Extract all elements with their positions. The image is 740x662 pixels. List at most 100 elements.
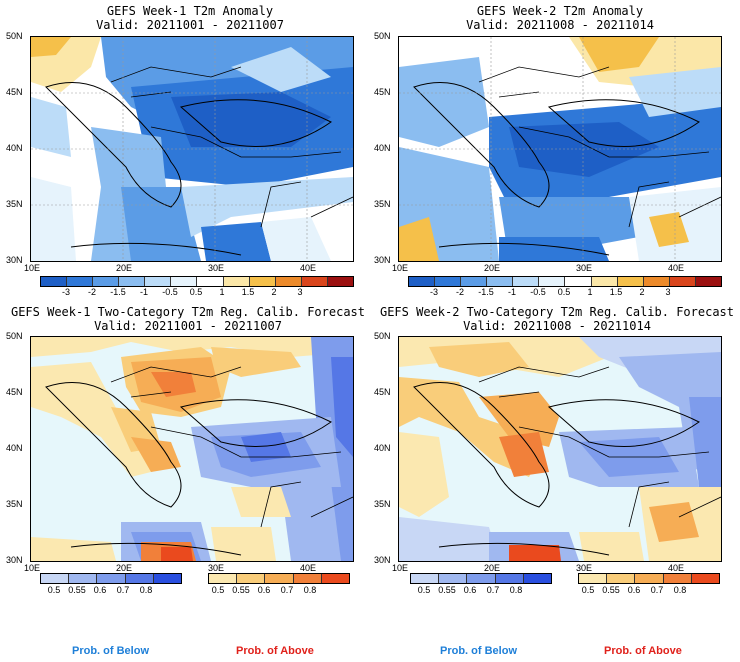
colorbar-tick-label: -2 [455,287,464,297]
panel3-prob-above-label: Prob. of Above [236,645,314,657]
panel2-lat-30: 30N [374,255,391,265]
colorbar-tick-label: 0.5 [189,287,203,297]
panel2-lon-10: 10E [392,263,409,273]
colorbar-swatch [539,277,566,286]
colorbar-tick-label: 3 [665,287,671,297]
panel1-lon-30: 30E [208,263,225,273]
colorbar-swatch [93,277,120,286]
panel3-lon-20: 20E [116,563,133,573]
colorbar-swatch [249,277,276,286]
colorbar-tick-label: 0.6 [627,585,641,595]
panel1-lat-30: 30N [6,255,23,265]
colorbar-swatch [237,574,266,583]
panel2-boundaries [399,37,721,261]
panel3-lat-30: 30N [6,555,23,565]
colorbar-swatch [119,277,146,286]
colorbar-tick-label: -1 [507,287,516,297]
panel3-below-colorbar [40,573,182,584]
colorbar-swatch [663,574,692,583]
panel1-valid: Valid: 20211001 - 20211007 [96,18,284,32]
colorbar-swatch [487,277,514,286]
colorbar-tick-label: 0.5 [47,585,61,595]
panel2-lon-40: 40E [668,263,685,273]
panel1-lat-35: 35N [6,199,23,209]
panel4-valid: Valid: 20211008 - 20211014 [463,319,651,333]
colorbar-swatch [125,574,154,583]
colorbar-tick-label: 0.5 [581,585,595,595]
panel4-prob-above-label: Prob. of Above [604,645,682,657]
colorbar-tick-label: 0.55 [602,585,620,595]
colorbar-swatch [643,277,670,286]
colorbar-swatch [265,574,294,583]
colorbar-tick-label: -1.5 [478,287,494,297]
colorbar-tick-label: 0.55 [438,585,456,595]
panel2-lon-30: 30E [576,263,593,273]
colorbar-swatch [565,277,592,286]
panel1-anomaly-colorbar [40,276,354,287]
colorbar-tick-label: 0.8 [509,585,523,595]
panel4-title: GEFS Week-2 Two-Category T2m Reg. Calib.… [379,305,734,319]
colorbar-swatch [579,574,608,583]
colorbar-swatch [67,277,94,286]
panel2-map [398,36,722,262]
panel1-lat-50: 50N [6,31,23,41]
colorbar-tick-label: 0.5 [417,585,431,595]
panel4-prob-below-label: Prob. of Below [440,645,517,657]
colorbar-swatch [607,574,636,583]
panel3-lon-10: 10E [24,563,41,573]
panel3-map [30,336,354,562]
panel3-lon-30: 30E [208,563,225,573]
panel4-lon-30: 30E [576,563,593,573]
colorbar-swatch [411,574,440,583]
colorbar-tick-label: -1.5 [110,287,126,297]
colorbar-swatch [495,574,524,583]
colorbar-tick-label: 0.5 [211,585,225,595]
colorbar-tick-label: 0.7 [280,585,294,595]
panel2-title: GEFS Week-2 T2m Anomaly [476,4,644,18]
panel4-lon-40: 40E [668,563,685,573]
panel1-lon-10: 10E [24,263,41,273]
colorbar-swatch [439,574,468,583]
colorbar-swatch [327,277,353,286]
panel3-lat-35: 35N [6,499,23,509]
colorbar-swatch [695,277,721,286]
colorbar-swatch [691,574,720,583]
panel3-title: GEFS Week-1 Two-Category T2m Reg. Calib.… [10,305,365,319]
panel3-field [31,337,353,561]
colorbar-swatch [467,574,496,583]
panel3-lon-40: 40E [300,563,317,573]
colorbar-swatch [635,574,664,583]
panel2-lon-20: 20E [484,263,501,273]
colorbar-tick-label: 0.7 [486,585,500,595]
colorbar-tick-label: 0.55 [68,585,86,595]
colorbar-swatch [301,277,328,286]
colorbar-tick-label: 0.7 [116,585,130,595]
colorbar-swatch [97,574,126,583]
panel2-anomaly-colorbar [408,276,722,287]
panel4-lat-30: 30N [374,555,391,565]
panel3-above-colorbar [208,573,350,584]
colorbar-tick-label: 0.6 [463,585,477,595]
panel1-lat-40: 40N [6,143,23,153]
panel4-below-colorbar [410,573,552,584]
panel3-prob-below-label: Prob. of Below [72,645,149,657]
panel4-field [399,337,721,561]
colorbar-tick-label: -0.5 [162,287,178,297]
colorbar-tick-label: 0.55 [232,585,250,595]
panel1-boundaries [31,37,353,261]
panel3-lat-40: 40N [6,443,23,453]
panel3-lat-45: 45N [6,387,23,397]
colorbar-tick-label: -3 [429,287,438,297]
panel3-valid: Valid: 20211001 - 20211007 [94,319,282,333]
colorbar-swatch [145,277,172,286]
panel2-lat-50: 50N [374,31,391,41]
colorbar-tick-label: 0.8 [139,585,153,595]
panel2-lat-35: 35N [374,199,391,209]
panel1-map [30,36,354,262]
colorbar-tick-label: 1.5 [241,287,255,297]
colorbar-swatch [209,574,238,583]
colorbar-tick-label: 2 [639,287,645,297]
panel1-field [31,37,353,261]
panel2-lat-40: 40N [374,143,391,153]
colorbar-tick-label: 0.8 [673,585,687,595]
